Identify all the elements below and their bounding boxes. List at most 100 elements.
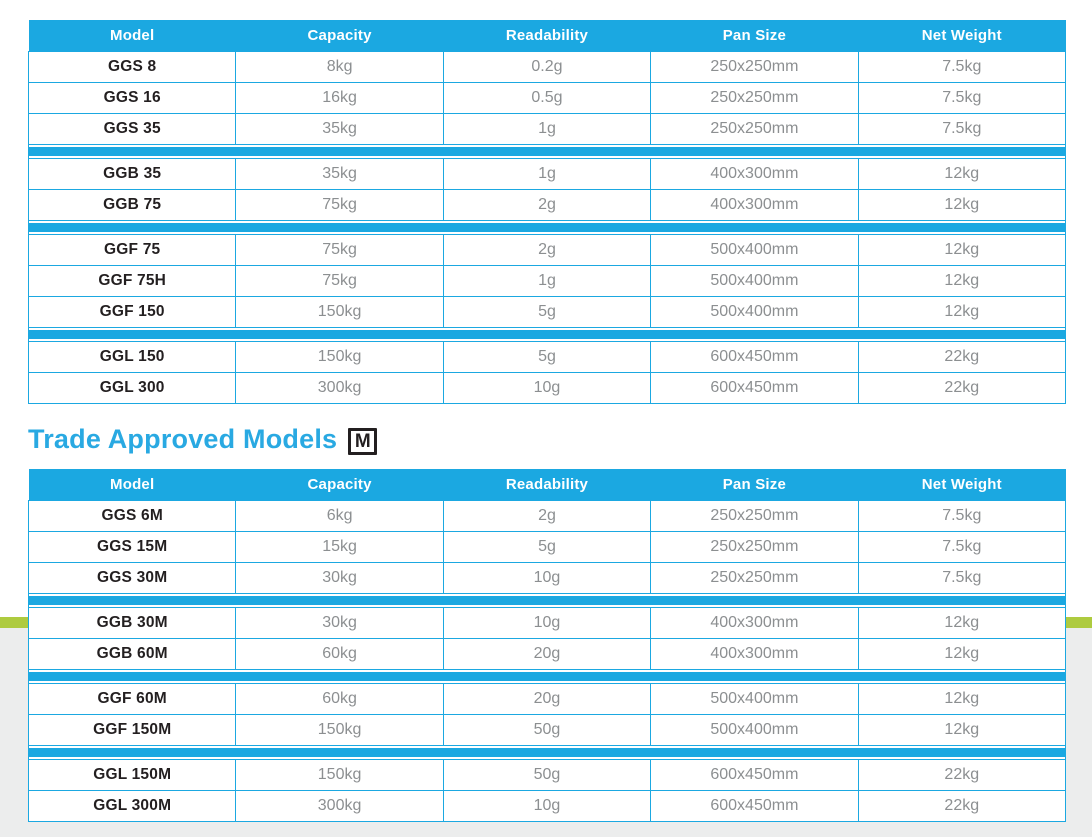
pan-size-cell: 250x250mm xyxy=(650,500,859,532)
separator-bar xyxy=(29,596,1065,605)
capacity-cell: 75kg xyxy=(235,234,444,266)
pan-size-cell: 250x250mm xyxy=(650,113,859,145)
model-cell: GGB 30M xyxy=(27,607,237,639)
group-separator xyxy=(28,327,1066,342)
column-header-pan-size: Pan Size xyxy=(650,469,859,501)
table-row: GGF 75 75kg 2g 500x400mm 12kg xyxy=(27,234,1067,266)
net-weight-cell: 7.5kg xyxy=(857,500,1067,532)
table-row: GGB 30M 30kg 10g 400x300mm 12kg xyxy=(27,607,1067,639)
model-cell: GGF 150M xyxy=(27,714,237,746)
readability-cell: 1g xyxy=(442,158,652,190)
pan-size-cell: 600x450mm xyxy=(650,372,859,404)
pan-size-cell: 600x450mm xyxy=(650,790,859,822)
model-cell: GGL 150 xyxy=(27,341,237,373)
readability-cell: 10g xyxy=(442,607,652,639)
net-weight-cell: 7.5kg xyxy=(857,51,1067,83)
group-separator xyxy=(28,669,1066,684)
separator-bar xyxy=(29,672,1065,681)
column-header-pan-size: Pan Size xyxy=(650,20,859,52)
capacity-cell: 60kg xyxy=(235,683,444,715)
model-cell: GGF 150 xyxy=(27,296,237,328)
readability-cell: 1g xyxy=(442,265,652,297)
capacity-cell: 150kg xyxy=(235,341,444,373)
group-separator xyxy=(28,593,1066,608)
net-weight-cell: 7.5kg xyxy=(857,562,1067,594)
table-row: GGF 150M 150kg 50g 500x400mm 12kg xyxy=(27,714,1067,746)
net-weight-cell: 12kg xyxy=(857,296,1067,328)
model-cell: GGS 15M xyxy=(27,531,237,563)
table-row: GGB 60M 60kg 20g 400x300mm 12kg xyxy=(27,638,1067,670)
model-cell: GGS 8 xyxy=(27,51,237,83)
readability-cell: 20g xyxy=(442,638,652,670)
capacity-cell: 150kg xyxy=(235,714,444,746)
pan-size-cell: 500x400mm xyxy=(650,296,859,328)
column-header-net-weight: Net Weight xyxy=(858,469,1066,501)
table-row: GGB 35 35kg 1g 400x300mm 12kg xyxy=(27,158,1067,190)
pan-size-cell: 400x300mm xyxy=(650,189,859,221)
pan-size-cell: 400x300mm xyxy=(650,158,859,190)
model-cell: GGS 30M xyxy=(27,562,237,594)
trade-spec-table: Model Capacity Readability Pan Size Net … xyxy=(27,469,1067,822)
pan-size-cell: 500x400mm xyxy=(650,265,859,297)
pan-size-cell: 400x300mm xyxy=(650,607,859,639)
table-row: GGS 30M 30kg 10g 250x250mm 7.5kg xyxy=(27,562,1067,594)
readability-cell: 10g xyxy=(442,790,652,822)
table-row: GGL 150M 150kg 50g 600x450mm 22kg xyxy=(27,759,1067,791)
model-cell: GGB 75 xyxy=(27,189,237,221)
table-row: GGB 75 75kg 2g 400x300mm 12kg xyxy=(27,189,1067,221)
pan-size-cell: 250x250mm xyxy=(650,82,859,114)
readability-cell: 50g xyxy=(442,759,652,791)
model-cell: GGS 35 xyxy=(27,113,237,145)
readability-cell: 50g xyxy=(442,714,652,746)
table-row: GGS 6M 6kg 2g 250x250mm 7.5kg xyxy=(27,500,1067,532)
readability-cell: 10g xyxy=(442,562,652,594)
model-cell: GGF 75 xyxy=(27,234,237,266)
readability-cell: 2g xyxy=(442,500,652,532)
capacity-cell: 150kg xyxy=(235,759,444,791)
table-row: GGL 150 150kg 5g 600x450mm 22kg xyxy=(27,341,1067,373)
net-weight-cell: 12kg xyxy=(857,189,1067,221)
readability-cell: 5g xyxy=(442,296,652,328)
pan-size-cell: 600x450mm xyxy=(650,759,859,791)
capacity-cell: 16kg xyxy=(235,82,444,114)
net-weight-cell: 12kg xyxy=(857,714,1067,746)
group-separator xyxy=(28,745,1066,760)
readability-cell: 10g xyxy=(442,372,652,404)
capacity-cell: 75kg xyxy=(235,265,444,297)
capacity-cell: 30kg xyxy=(235,562,444,594)
trade-approved-m-icon: M xyxy=(348,427,378,455)
pan-size-cell: 500x400mm xyxy=(650,714,859,746)
model-cell: GGF 75H xyxy=(27,265,237,297)
capacity-cell: 6kg xyxy=(235,500,444,532)
model-cell: GGL 300M xyxy=(27,790,237,822)
net-weight-cell: 22kg xyxy=(857,790,1067,822)
model-cell: GGB 35 xyxy=(27,158,237,190)
net-weight-cell: 12kg xyxy=(857,607,1067,639)
column-header-readability: Readability xyxy=(443,20,651,52)
pan-size-cell: 250x250mm xyxy=(650,51,859,83)
model-cell: GGL 300 xyxy=(27,372,237,404)
standard-spec-table: Model Capacity Readability Pan Size Net … xyxy=(27,20,1067,404)
model-cell: GGF 60M xyxy=(27,683,237,715)
net-weight-cell: 7.5kg xyxy=(857,82,1067,114)
capacity-cell: 15kg xyxy=(235,531,444,563)
readability-cell: 5g xyxy=(442,341,652,373)
pan-size-cell: 400x300mm xyxy=(650,638,859,670)
net-weight-cell: 12kg xyxy=(857,683,1067,715)
readability-cell: 20g xyxy=(442,683,652,715)
net-weight-cell: 12kg xyxy=(857,158,1067,190)
group-separator xyxy=(28,220,1066,235)
table-row: GGS 16 16kg 0.5g 250x250mm 7.5kg xyxy=(27,82,1067,114)
net-weight-cell: 22kg xyxy=(857,759,1067,791)
net-weight-cell: 7.5kg xyxy=(857,531,1067,563)
table-row: GGS 15M 15kg 5g 250x250mm 7.5kg xyxy=(27,531,1067,563)
net-weight-cell: 7.5kg xyxy=(857,113,1067,145)
net-weight-cell: 12kg xyxy=(857,638,1067,670)
pan-size-cell: 250x250mm xyxy=(650,531,859,563)
readability-cell: 0.5g xyxy=(442,82,652,114)
pan-size-cell: 250x250mm xyxy=(650,562,859,594)
column-header-net-weight: Net Weight xyxy=(858,20,1066,52)
separator-bar xyxy=(29,223,1065,232)
net-weight-cell: 22kg xyxy=(857,372,1067,404)
